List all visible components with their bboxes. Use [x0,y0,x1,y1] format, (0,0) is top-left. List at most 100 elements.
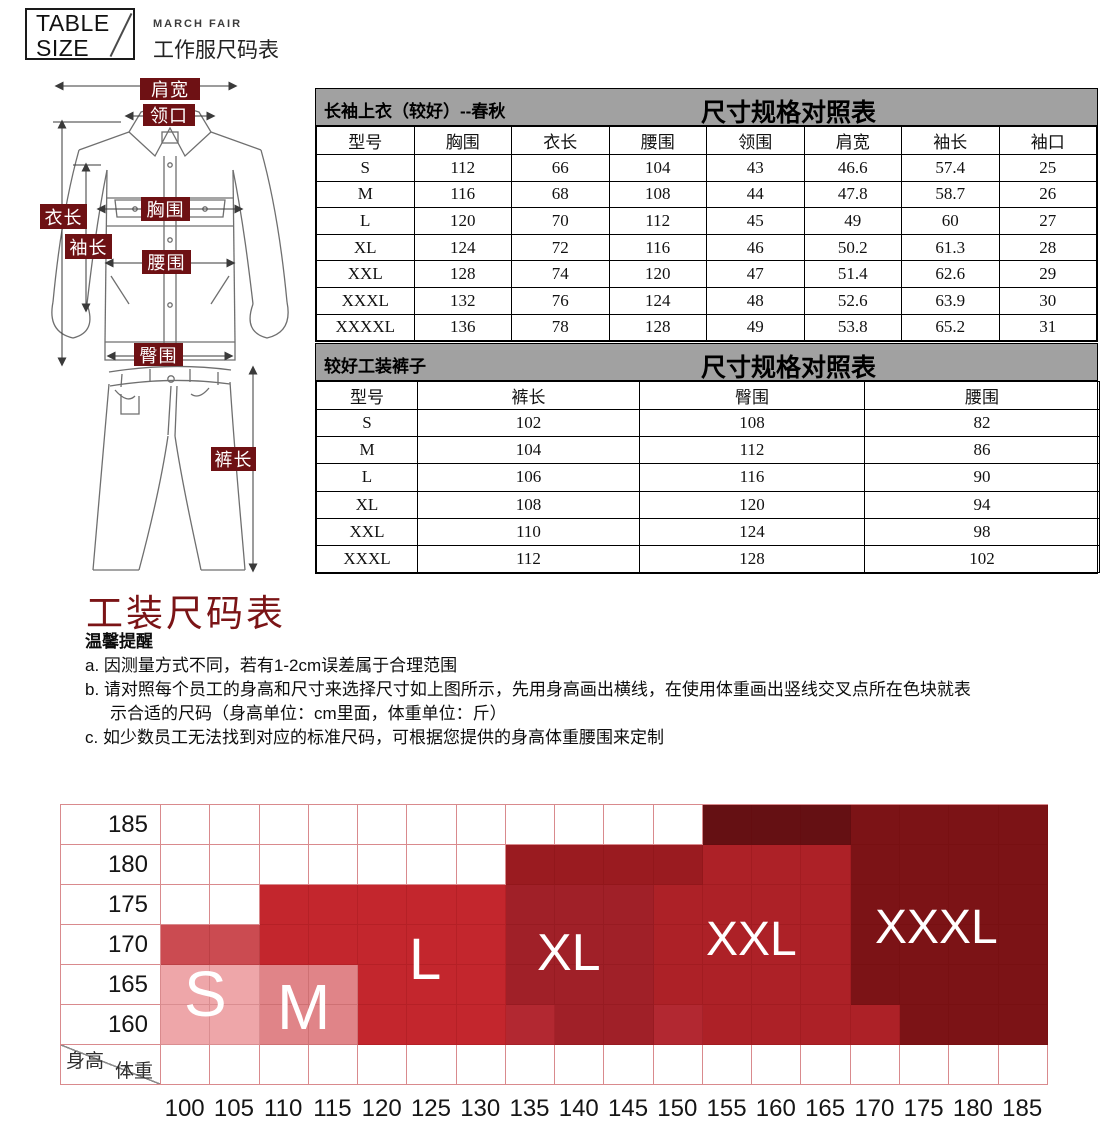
grid-cell [505,885,556,925]
column-header: 裤长 [417,381,640,410]
table-cell: 110 [417,517,640,546]
table-cell: 132 [413,286,512,315]
table-cell: 47 [706,260,805,288]
table-cell: 86 [864,436,1100,465]
notes-title: 温馨提醒 [85,632,153,651]
grid-cell [456,885,506,925]
table-cell: 65.2 [901,313,1000,342]
grid-cell [210,805,260,845]
y-axis-tick: 165 [61,965,161,1005]
grid-cell [702,965,753,1005]
grid-cell [801,1045,851,1085]
size-grid: 185 180 175 170 165 160 身高 体重 [60,804,1048,1085]
grid-cell [899,805,950,845]
table-cell: 49 [706,313,805,342]
grid-cell [702,805,753,845]
table-cell: 102 [417,408,640,438]
table-row: L 120 70 112 45 49 60 27 [316,207,1097,235]
garment-diagram [51,81,289,573]
grid-cell [899,845,950,885]
column-header: 领围 [706,126,805,155]
column-header: 腰围 [608,126,707,155]
table-cell: 30 [998,286,1097,315]
x-axis-tick: 185 [1002,1095,1043,1122]
column-header: 型号 [316,126,415,155]
grid-cell [555,885,605,925]
grid-cell [801,925,851,965]
grid-cell [752,965,802,1005]
notes-lines: a. 因测量方式不同，若有1-2cm误差属于合理范围 b. 请对照每个员工的身高和… [85,654,1085,750]
grid-cell [259,925,309,965]
grid-cell [604,925,654,965]
grid-cell [358,885,408,925]
grid-cell [949,885,999,925]
table-cell: 112 [608,207,707,235]
brand-subtitle: MARCH FAIR [153,18,243,30]
grid-cell [801,805,851,845]
grid-cell [604,1045,654,1085]
grid-cell [210,1005,260,1045]
x-axis-tick: 105 [213,1095,254,1122]
grid-cell [210,885,260,925]
table-cell: 116 [639,463,865,492]
table-title: 较好工装裤子 [324,357,426,376]
note-line: c. 如少数员工无法找到对应的标准尺码，可根据您提供的身高体重腰围来定制 [85,728,664,747]
grid-cell [702,1045,753,1085]
pants-size-table: 较好工装裤子 尺寸规格对照表 型号 裤长 臀围 腰围 S 102 108 82 M 104 112 8… [315,343,1100,575]
grid-cell [949,925,999,965]
x-axis-tick: 145 [608,1095,649,1122]
grid-cell [801,965,851,1005]
measurement-arrows [53,81,258,573]
x-axis-tick: 155 [706,1095,747,1122]
column-header: 腰围 [864,381,1100,410]
grid-cell [161,965,211,1005]
table-cell: 57.4 [901,154,1000,182]
table-title: 长袖上衣（较好）--春秋 [324,102,506,121]
table-cell: 63.9 [901,286,1000,315]
grid-cell [702,885,753,925]
grid-cell [358,845,408,885]
x-axis-label: 体重 [114,1061,153,1082]
x-axis-tick: 180 [952,1095,993,1122]
table-row: XXXL 132 76 124 48 52.6 63.9 30 [316,286,1097,315]
grid-cell [358,1005,408,1045]
table-cell: 98 [864,517,1100,546]
table-cell: 46.6 [803,154,902,182]
table-cell: 26 [998,180,1097,209]
x-axis-tick: 120 [361,1095,402,1122]
table-cell: M [316,180,415,209]
grid-cell [407,1005,457,1045]
table-cell: 120 [639,490,865,519]
table-cell: 58.7 [901,180,1000,209]
table-row: S 112 66 104 43 46.6 57.4 25 [316,154,1097,182]
table-header-bar: 长袖上衣（较好）--春秋 尺寸规格对照表 [316,89,1097,127]
grid-cell [505,805,556,845]
axis-corner-cell: 身高 体重 [61,1045,161,1085]
grid-cell [555,1045,605,1085]
grid-cell [358,805,408,845]
table-cell: 124 [639,517,865,546]
grid-cell [949,965,999,1005]
table-cell: XL [316,490,418,519]
grid-cell [407,885,457,925]
table-cell: 94 [864,490,1100,519]
size-region-label: L [409,927,442,992]
table-cell: XL [316,233,415,262]
grid-cell [358,925,408,965]
x-axis-tick: 100 [164,1095,205,1122]
grid-cell [555,925,605,965]
table-cell: 44 [706,180,805,209]
grid-cell [210,965,260,1005]
grid-cell [899,885,950,925]
column-header: 胸围 [413,126,512,155]
grid-cell [456,1045,506,1085]
column-header: 袖长 [901,126,1000,155]
table-cell: 108 [608,180,707,209]
x-axis-tick: 175 [903,1095,944,1122]
grid-cell [308,845,359,885]
x-axis-tick: 150 [657,1095,698,1122]
measure-label: 腰围 [142,250,191,274]
grid-cell [850,845,900,885]
table-cell: 116 [413,180,512,209]
grid-cell [308,885,359,925]
